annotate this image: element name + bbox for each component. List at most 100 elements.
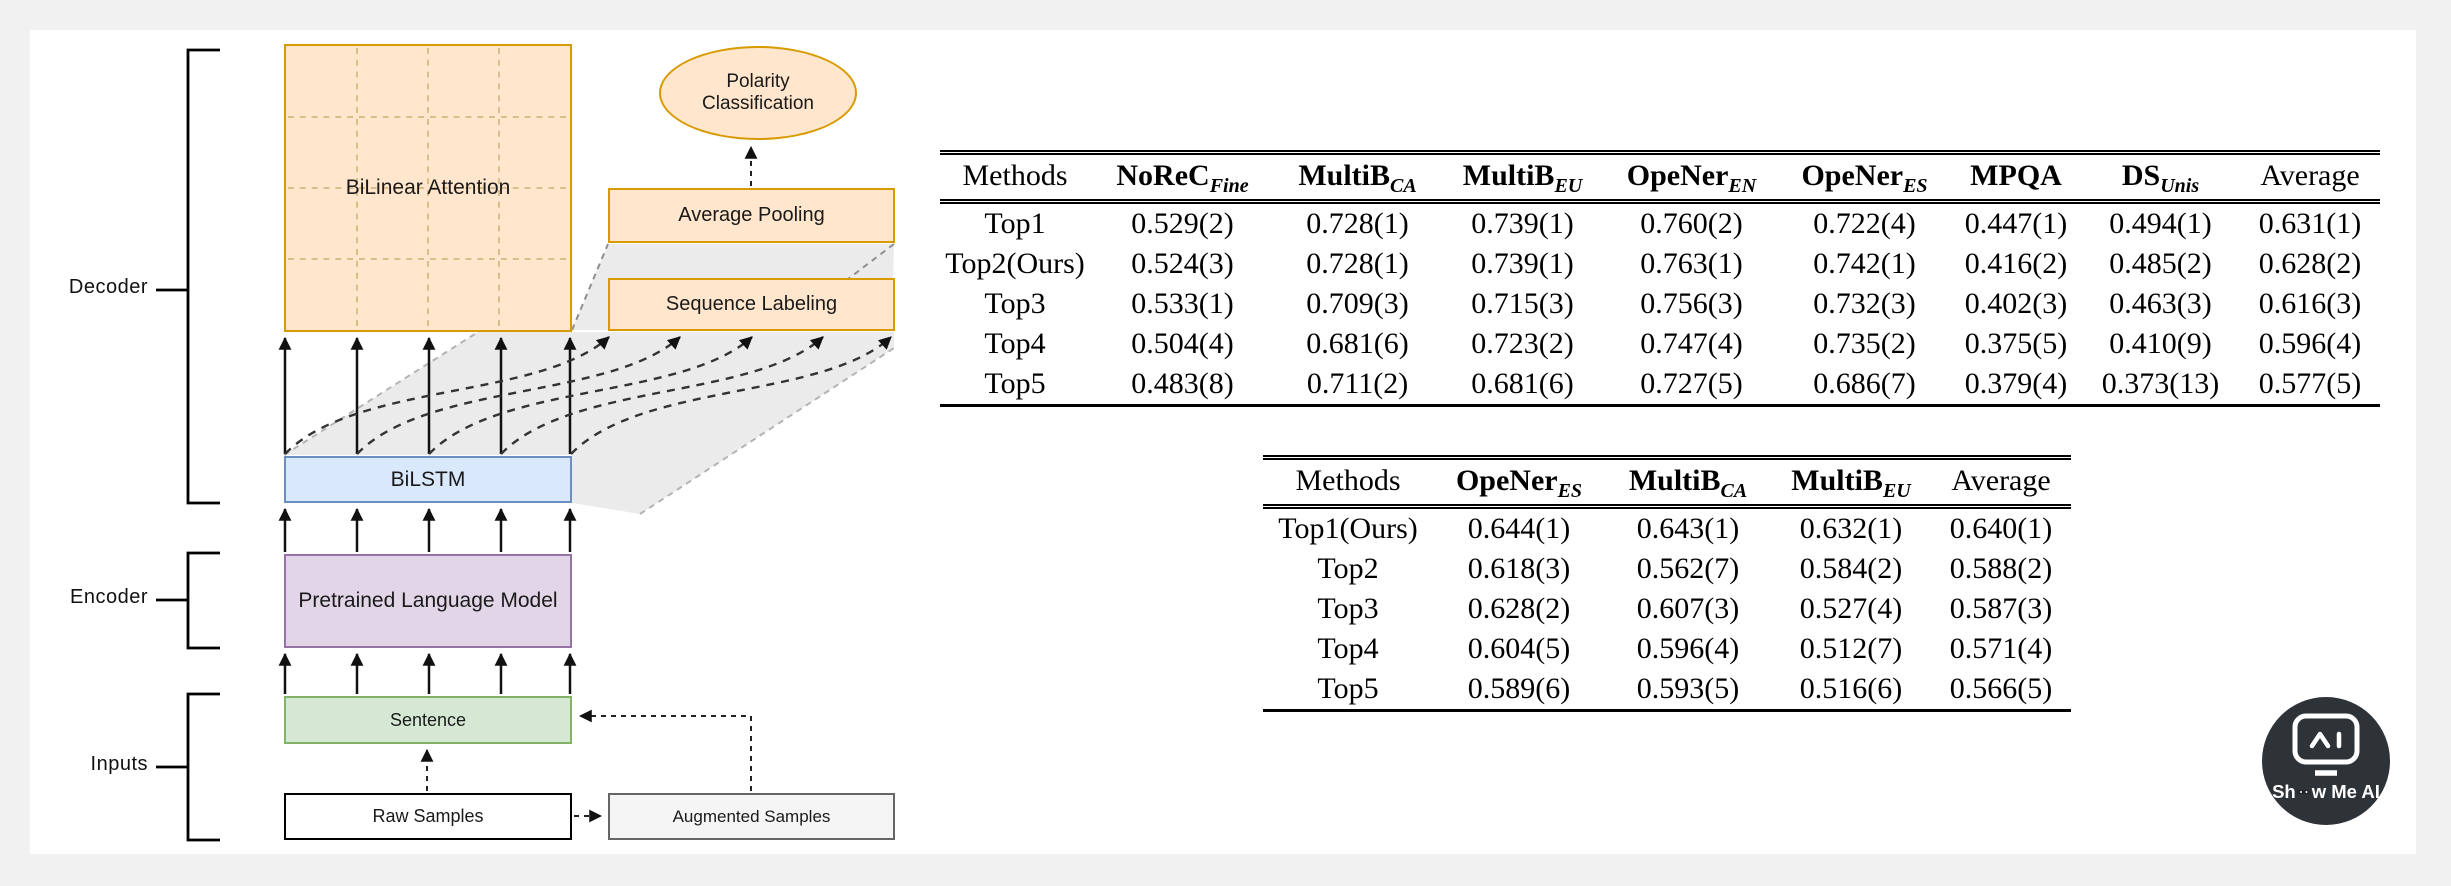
- bilinear-attention-node: BiLinear Attention: [284, 44, 572, 332]
- method-cell: Top2(Ours): [945, 247, 1085, 280]
- value-cell: 0.402(3): [1964, 287, 2068, 320]
- raw-samples-node: Raw Samples: [284, 793, 572, 840]
- node-label: Sequence Labeling: [665, 293, 838, 315]
- value-cell: 0.596(4): [1636, 632, 1740, 665]
- column-header: NoReCFine: [1090, 152, 1275, 204]
- column-header: MPQA: [1951, 152, 2081, 204]
- results-table-main: Methods NoReCFine MultiBCA MultiBEU OpeNerEN…: [940, 150, 2380, 407]
- table-header: Methods OpeNerES MultiBCA MultiBEU Average: [1263, 457, 2071, 509]
- value-cell: 0.571(4): [1949, 632, 2053, 665]
- value-cell: 0.640(1): [1949, 512, 2053, 545]
- value-cell: 0.485(2): [2109, 247, 2212, 280]
- method-cell: Top1(Ours): [1278, 512, 1418, 545]
- value-cell: 0.643(1): [1636, 512, 1740, 545]
- value-cell: 0.375(5): [1964, 327, 2068, 360]
- node-label: Polarity Classification: [702, 71, 814, 114]
- value-cell: 0.756(3): [1640, 287, 1743, 320]
- augmented-samples-node: Augmented Samples: [608, 793, 895, 840]
- table-row: Top1(Ours) 0.644(1) 0.643(1) 0.632(1) 0.640(…: [1263, 507, 2071, 550]
- column-header: MultiBEU: [1771, 457, 1931, 509]
- value-cell: 0.711(2): [1275, 364, 1440, 407]
- method-cell: Top3: [984, 287, 1046, 320]
- node-label: BiLinear Attention: [345, 176, 511, 199]
- value-cell: 0.527(4): [1799, 592, 1903, 625]
- value-cell: 0.483(8): [1090, 364, 1275, 407]
- results-table-secondary: Methods OpeNerES MultiBCA MultiBEU Average T…: [1263, 455, 2071, 712]
- method-cell: Top5: [940, 364, 1090, 407]
- robot-monitor-icon: [2292, 713, 2360, 776]
- column-header: MultiBCA: [1605, 457, 1771, 509]
- value-cell: 0.735(2): [1813, 327, 1916, 360]
- average-pooling-node: Average Pooling: [608, 188, 895, 243]
- column-header: Average: [1931, 457, 2071, 509]
- value-cell: 0.618(3): [1467, 552, 1571, 585]
- table-row: Top5 0.483(8) 0.711(2) 0.681(6) 0.727(5) 0.68…: [940, 364, 2380, 407]
- stage-brackets: [156, 48, 220, 842]
- value-cell: 0.607(3): [1636, 592, 1740, 625]
- sentence-node: Sentence: [284, 696, 572, 744]
- table-row: Top2 0.618(3) 0.562(7) 0.584(2) 0.588(2): [1263, 549, 2071, 589]
- value-cell: 0.728(1): [1306, 207, 1409, 240]
- value-cell: 0.722(4): [1813, 207, 1916, 240]
- node-label: Augmented Samples: [672, 806, 831, 826]
- polarity-classification-node: Polarity Classification: [659, 46, 857, 140]
- column-header: MultiBEU: [1440, 152, 1605, 204]
- show-me-ai-logo: Sh w Me AI: [2262, 697, 2390, 825]
- value-cell: 0.709(3): [1306, 287, 1409, 320]
- value-cell: 0.681(6): [1306, 327, 1409, 360]
- robot-eye-icon: [2296, 785, 2311, 800]
- projection-ribbon-lower: [284, 332, 894, 514]
- table-body: Top1(Ours) 0.644(1) 0.643(1) 0.632(1) 0.640(…: [1263, 507, 2071, 712]
- method-cell: Top5: [1263, 669, 1433, 712]
- value-cell: 0.463(3): [2109, 287, 2212, 320]
- value-cell: 0.379(4): [1951, 364, 2081, 407]
- value-cell: 0.589(6): [1433, 669, 1605, 712]
- method-cell: Top3: [1317, 592, 1379, 625]
- logo-text-post: w Me AI: [2311, 781, 2380, 802]
- value-cell: 0.644(1): [1467, 512, 1571, 545]
- table-row: Top4 0.504(4) 0.681(6) 0.723(2) 0.747(4) 0.73…: [940, 324, 2380, 364]
- value-cell: 0.727(5): [1605, 364, 1778, 407]
- node-label: Sentence: [389, 709, 467, 730]
- pretrained-language-model-node: Pretrained Language Model: [284, 554, 572, 648]
- value-cell: 0.732(3): [1813, 287, 1916, 320]
- value-cell: 0.533(1): [1131, 287, 1234, 320]
- table-row: Top3 0.533(1) 0.709(3) 0.715(3) 0.756(3) 0.73…: [940, 284, 2380, 324]
- value-cell: 0.593(5): [1605, 669, 1771, 712]
- node-label: BiLSTM: [390, 467, 466, 491]
- column-header: DSUnis: [2081, 152, 2240, 204]
- decoder-label: Decoder: [68, 276, 148, 298]
- value-cell: 0.715(3): [1471, 287, 1574, 320]
- value-cell: 0.747(4): [1640, 327, 1743, 360]
- value-cell: 0.577(5): [2240, 364, 2380, 407]
- table-header: Methods NoReCFine MultiBCA MultiBEU OpeNerEN…: [940, 152, 2380, 204]
- value-cell: 0.524(3): [1131, 247, 1234, 280]
- method-cell: Top2: [1317, 552, 1379, 585]
- logo-text-pre: Sh: [2272, 781, 2296, 802]
- inputs-label: Inputs: [90, 753, 148, 775]
- column-header: OpeNerES: [1433, 457, 1605, 509]
- node-label: Raw Samples: [372, 806, 484, 826]
- value-cell: 0.494(1): [2109, 207, 2212, 240]
- logo-wordmark: Sh w Me AI: [2272, 781, 2380, 803]
- value-cell: 0.504(4): [1131, 327, 1234, 360]
- node-label: Average Pooling: [678, 204, 825, 226]
- value-cell: 0.566(5): [1931, 669, 2071, 712]
- table-row: Top5 0.589(6) 0.593(5) 0.516(6) 0.566(5): [1263, 669, 2071, 712]
- value-cell: 0.632(1): [1799, 512, 1903, 545]
- value-cell: 0.686(7): [1778, 364, 1951, 407]
- table-row: Top2(Ours) 0.524(3) 0.728(1) 0.739(1) 0.763(…: [940, 244, 2380, 284]
- value-cell: 0.416(2): [1964, 247, 2068, 280]
- encoder-label: Encoder: [70, 586, 148, 608]
- column-header: OpeNerEN: [1605, 152, 1778, 204]
- method-cell: Top4: [984, 327, 1046, 360]
- column-header: OpeNerES: [1778, 152, 1951, 204]
- value-cell: 0.723(2): [1471, 327, 1574, 360]
- sequence-labeling-node: Sequence Labeling: [608, 278, 895, 331]
- value-cell: 0.447(1): [1964, 207, 2068, 240]
- method-cell: Top4: [1317, 632, 1379, 665]
- value-cell: 0.516(6): [1771, 669, 1931, 712]
- column-header: MultiBCA: [1275, 152, 1440, 204]
- method-cell: Top1: [984, 207, 1046, 240]
- value-cell: 0.410(9): [2109, 327, 2212, 360]
